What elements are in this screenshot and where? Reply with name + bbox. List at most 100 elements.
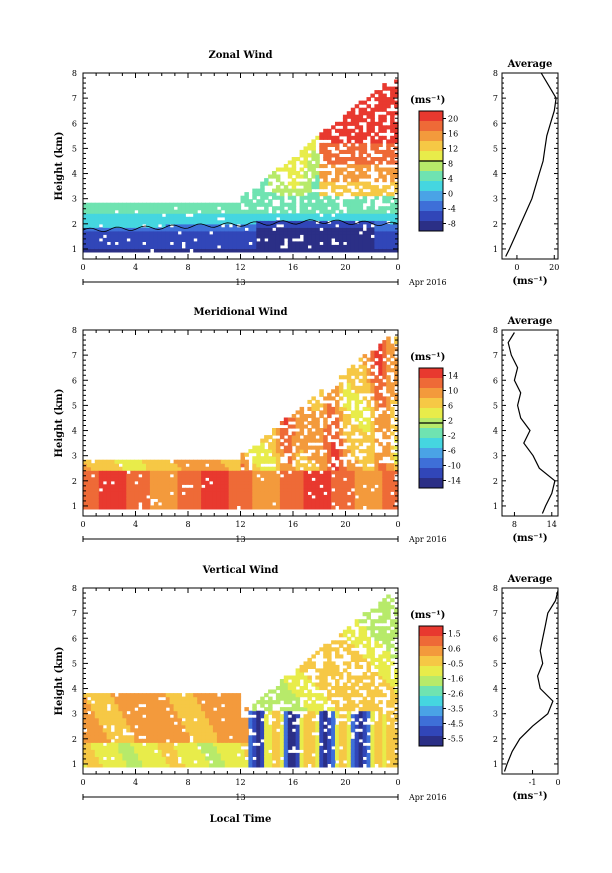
heatmap-cell xyxy=(102,505,108,510)
heatmap-cell xyxy=(378,354,383,359)
heatmap-cell xyxy=(252,213,257,218)
heatmap-cell xyxy=(307,714,312,719)
heatmap-cell xyxy=(146,213,151,218)
heatmap-cell xyxy=(153,220,159,225)
heatmap-cell xyxy=(287,745,293,750)
heatmap-cell xyxy=(220,463,226,468)
heatmap-cell xyxy=(390,361,395,366)
heatmap-cell xyxy=(291,435,297,440)
heatmap-cell xyxy=(362,368,368,373)
heatmap-cell xyxy=(390,480,395,485)
heatmap-cell xyxy=(272,731,277,736)
heatmap-cell xyxy=(350,445,356,450)
heatmap-cell xyxy=(291,696,297,701)
heatmap-cell xyxy=(342,118,348,123)
heatmap-cell xyxy=(315,738,320,743)
heatmap-cell xyxy=(181,735,186,740)
heatmap-cell xyxy=(370,364,375,369)
heatmap-cell xyxy=(193,696,198,701)
heatmap-cell xyxy=(303,501,308,506)
heatmap-cell xyxy=(307,188,312,193)
heatmap-cell xyxy=(248,237,253,242)
heatmap-cell xyxy=(354,689,360,694)
heatmap-cell xyxy=(342,114,348,119)
heatmap-cell xyxy=(161,745,167,750)
heatmap-cell xyxy=(264,206,269,211)
heatmap-cell xyxy=(382,396,387,401)
panel-title: Vertical Wind xyxy=(202,565,279,576)
heatmap-cell xyxy=(370,378,375,383)
heatmap-cell xyxy=(205,759,210,764)
heatmap-cell xyxy=(252,216,257,221)
heatmap-cell xyxy=(283,494,289,499)
heatmap-cell xyxy=(315,185,320,190)
heatmap-cell xyxy=(319,498,324,503)
heatmap-cell xyxy=(335,470,340,475)
heatmap-cell xyxy=(319,237,324,242)
heatmap-cell xyxy=(279,477,285,482)
heatmap-cell xyxy=(327,449,332,454)
heatmap-cell xyxy=(193,498,198,503)
heatmap-cell xyxy=(256,244,261,249)
heatmap-cell xyxy=(252,459,257,464)
heatmap-cell xyxy=(327,480,332,485)
heatmap-cell xyxy=(283,487,289,492)
heatmap-cell xyxy=(165,206,171,211)
heatmap-cell xyxy=(382,487,387,492)
heatmap-cell xyxy=(358,202,364,207)
heatmap-cell xyxy=(197,749,202,754)
heatmap-cell xyxy=(86,721,92,726)
heatmap-cell xyxy=(315,650,320,655)
heatmap-cell xyxy=(189,749,194,754)
heatmap-cell xyxy=(185,731,190,736)
heatmap-cell xyxy=(299,498,305,503)
colorbar-tick-label: -2 xyxy=(448,432,456,441)
heatmap-cell xyxy=(185,738,190,743)
heatmap-cell xyxy=(201,735,206,740)
heatmap-cell xyxy=(378,343,383,348)
heatmap-cell xyxy=(303,435,308,440)
heatmap-cell xyxy=(185,693,190,698)
heatmap-cell xyxy=(350,759,356,764)
heatmap-cell xyxy=(209,505,214,510)
heatmap-cell xyxy=(197,759,202,764)
heatmap-cell xyxy=(374,164,379,169)
heatmap-cell xyxy=(374,234,379,239)
heatmap-cell xyxy=(142,693,147,698)
heatmap-cell xyxy=(134,206,139,211)
heatmap-cell xyxy=(146,707,151,712)
heatmap-cell xyxy=(185,244,190,249)
heatmap-cell xyxy=(323,227,328,232)
heatmap-cell xyxy=(205,484,210,489)
heatmap-cell xyxy=(358,216,364,221)
heatmap-cell xyxy=(307,473,312,478)
heatmap-cell xyxy=(275,724,281,729)
heatmap-cell xyxy=(350,498,356,503)
heatmap-cell xyxy=(335,128,340,133)
heatmap-cell xyxy=(307,689,312,694)
heatmap-cell xyxy=(331,160,336,165)
heatmap-cell xyxy=(299,417,305,422)
heatmap-cell xyxy=(275,759,281,764)
heatmap-cell xyxy=(114,487,119,492)
heatmap-cell xyxy=(315,487,320,492)
heatmap-cell xyxy=(374,354,379,359)
heatmap-cell xyxy=(90,703,96,708)
heatmap-cell xyxy=(138,491,143,496)
heatmap-cell xyxy=(102,703,108,708)
heatmap-cell xyxy=(153,738,159,743)
heatmap-cell xyxy=(366,477,371,482)
heatmap-cell xyxy=(228,463,234,468)
heatmap-cell xyxy=(319,142,324,147)
heatmap-cell xyxy=(161,216,167,221)
heatmap-cell xyxy=(279,679,285,684)
heatmap-cell xyxy=(390,118,395,123)
heatmap-cell xyxy=(358,118,364,123)
heatmap-cell xyxy=(165,693,171,698)
heatmap-cell xyxy=(86,477,92,482)
heatmap-cell xyxy=(173,696,179,701)
heatmap-cell xyxy=(323,209,328,214)
heatmap-cell xyxy=(94,728,100,733)
heatmap-cell xyxy=(240,735,245,740)
